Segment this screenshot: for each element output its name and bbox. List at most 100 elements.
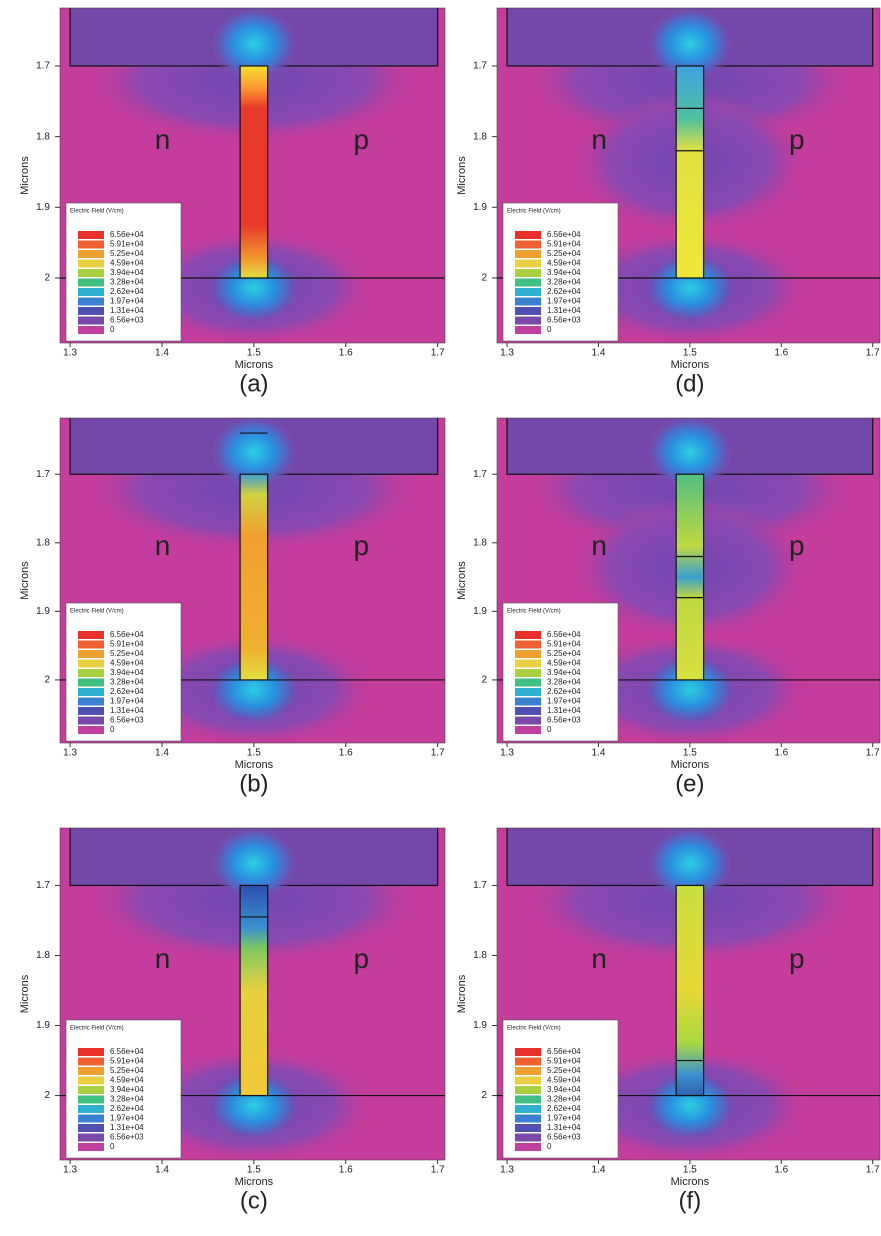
legend-swatch [78, 688, 104, 696]
legend-label: 5.25e+04 [110, 1066, 144, 1075]
field-blob [207, 1069, 301, 1142]
region-label: n [155, 530, 171, 561]
panel-label: (e) [675, 770, 704, 797]
y-tick-label: 2 [44, 675, 50, 686]
legend-label: 4.59e+04 [110, 259, 144, 268]
legend-swatch [515, 1048, 541, 1056]
y-tick-label: 1.7 [473, 880, 487, 891]
legend-label: 5.91e+04 [547, 240, 581, 249]
y-tick-label: 1.7 [36, 61, 50, 72]
legend-label: 5.25e+04 [547, 249, 581, 258]
pillar [675, 473, 705, 681]
legend-label: 1.31e+04 [110, 306, 144, 315]
legend-label: 5.91e+04 [110, 640, 144, 649]
y-tick-label: 2 [481, 1090, 487, 1101]
x-axis-label: Microns [671, 359, 710, 371]
legend-swatch [78, 250, 104, 258]
plot-area [60, 418, 445, 743]
legend-label: 0 [110, 325, 115, 334]
legend-swatch [78, 1095, 104, 1104]
plot-area [60, 8, 445, 343]
x-tick-label: 1.6 [774, 1165, 788, 1176]
legend-label: 0 [547, 1142, 552, 1151]
legend-swatch [515, 1086, 541, 1094]
pillar [675, 65, 705, 279]
legend-swatch [78, 726, 104, 734]
legend-label: 4.59e+04 [110, 1076, 144, 1085]
legend-swatch [515, 1143, 541, 1151]
legend-swatch [78, 231, 104, 239]
y-tick-label: 1.9 [36, 1020, 50, 1031]
legend-label: 3.94e+04 [110, 1085, 144, 1094]
legend-swatch [78, 1133, 104, 1142]
legend-swatch [78, 669, 104, 677]
plot-area [497, 828, 880, 1160]
legend-swatch [78, 269, 104, 277]
x-tick-label: 1.3 [500, 1165, 514, 1176]
x-tick-label: 1.3 [500, 748, 514, 759]
x-axis-label: Microns [671, 759, 710, 771]
legend-swatch [78, 659, 104, 668]
legend-swatch [515, 307, 541, 315]
legend-label: 1.97e+04 [110, 297, 144, 306]
legend-swatch [78, 1057, 104, 1066]
panel: n p 1.3 1.4 1.5 1.6 1.7 1.7 1.8 1.9 2 Microns Micron… [19, 7, 446, 397]
legend-label: 0 [110, 725, 115, 734]
legend-swatch [515, 240, 541, 249]
legend-label: 6.56e+04 [110, 1047, 144, 1056]
legend-label: 5.91e+04 [547, 1057, 581, 1066]
region-label: p [789, 530, 805, 561]
legend-swatch [515, 259, 541, 268]
legend-swatch [78, 297, 104, 306]
region-label: p [353, 124, 369, 155]
frame [59, 827, 446, 1161]
legend-label: 1.31e+04 [547, 306, 581, 315]
region-label: p [353, 530, 369, 561]
y-tick-label: 2 [44, 1090, 50, 1101]
legend-swatch [515, 231, 541, 239]
y-tick-label: 1.9 [36, 606, 50, 617]
legend-label: 6.56e+03 [110, 716, 144, 725]
legend-label: 1.97e+04 [110, 697, 144, 706]
legend-swatch [515, 1114, 541, 1123]
y-axis-label: Microns [456, 974, 468, 1013]
frame [59, 417, 446, 744]
region-label: n [591, 943, 607, 974]
x-tick-label: 1.6 [774, 748, 788, 759]
legend-label: 3.28e+04 [547, 678, 581, 687]
legend-label: 5.25e+04 [110, 249, 144, 258]
legend-label: 2.62e+04 [547, 287, 581, 296]
legend-label: 3.28e+04 [110, 1095, 144, 1104]
legend-label: 2.62e+04 [547, 687, 581, 696]
frame [496, 417, 881, 744]
panel-label: (f) [679, 1187, 702, 1214]
x-tick-label: 1.5 [683, 748, 697, 759]
x-axis-label: Microns [235, 1176, 274, 1188]
x-tick-label: 1.4 [592, 1165, 606, 1176]
x-tick-label: 1.5 [247, 1165, 261, 1176]
field-blob [209, 418, 298, 491]
legend-label: 5.25e+04 [547, 1066, 581, 1075]
legend-label: 6.56e+03 [110, 1133, 144, 1142]
y-tick-label: 1.7 [473, 61, 487, 72]
field-blob [646, 8, 734, 82]
legend-label: 5.91e+04 [110, 1057, 144, 1066]
pillar [239, 65, 269, 279]
legend-swatch [515, 269, 541, 277]
field-blob [207, 251, 301, 324]
legend-label: 1.31e+04 [547, 706, 581, 715]
x-tick-label: 1.7 [866, 748, 880, 759]
legend-label: 1.97e+04 [110, 1114, 144, 1123]
legend-swatch [515, 688, 541, 696]
legend-label: 1.31e+04 [547, 1123, 581, 1132]
legend-label: 3.94e+04 [110, 668, 144, 677]
legend-swatch [78, 1124, 104, 1132]
panel: n p 1.3 1.4 1.5 1.6 1.7 1.7 1.8 1.9 2 Microns Micron… [19, 827, 446, 1214]
legend-label: 1.97e+04 [547, 1114, 581, 1123]
y-tick-label: 1.7 [36, 880, 50, 891]
legend-swatch [515, 1057, 541, 1066]
legend-swatch [515, 726, 541, 734]
legend-label: 6.56e+04 [547, 1047, 581, 1056]
y-axis-label: Microns [19, 974, 31, 1013]
